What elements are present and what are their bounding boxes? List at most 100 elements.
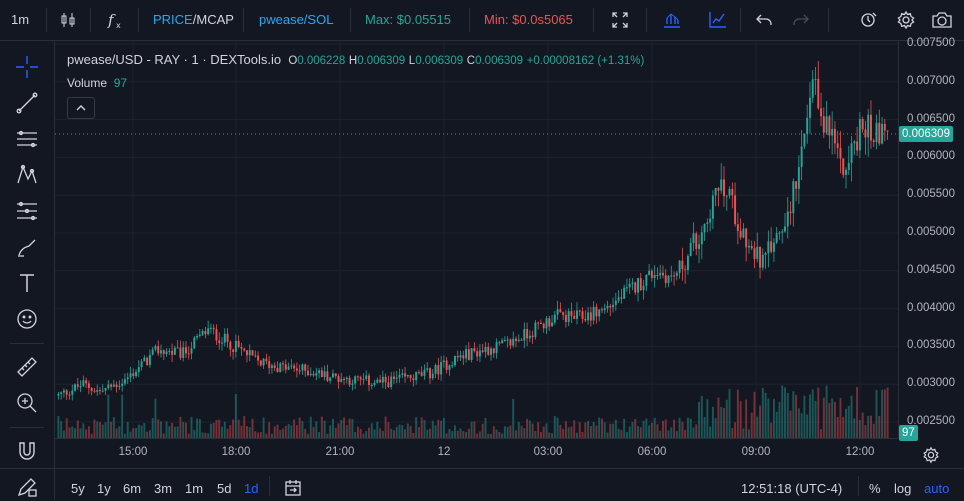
zoom-icon[interactable] <box>13 389 41 417</box>
time-axis[interactable]: 15:00 18:00 21:00 12 03:00 06:00 09:00 12:00 <box>55 438 898 469</box>
open-label: O <box>288 55 298 67</box>
percent-toggle[interactable]: % <box>869 481 881 496</box>
candle-body <box>193 337 196 349</box>
range-6m[interactable]: 6m <box>123 481 142 496</box>
volume-bar <box>667 430 670 438</box>
volume-bar <box>820 429 823 438</box>
candle-body <box>515 338 517 341</box>
volume-bar <box>365 431 368 438</box>
pair-toggle[interactable]: pwease/SOL <box>259 12 334 27</box>
volume-bar <box>775 411 778 438</box>
candle-body <box>143 357 146 362</box>
volume-bar <box>384 416 387 438</box>
clock[interactable]: 12:51:18 (UTC-4) <box>741 481 843 496</box>
fib-retracement-icon[interactable] <box>13 197 41 225</box>
volume-bar <box>664 419 667 438</box>
redo-icon[interactable] <box>789 8 813 32</box>
current-volume-tag: 97 <box>899 425 918 441</box>
candle-body <box>171 350 174 355</box>
candle-body <box>567 311 570 322</box>
candle-body <box>714 188 717 196</box>
volume-bar <box>373 429 376 438</box>
pattern-icon[interactable] <box>13 161 41 189</box>
text-icon[interactable] <box>13 269 41 297</box>
chart-settings-icon[interactable] <box>919 443 943 467</box>
volume-bar <box>581 432 584 438</box>
volume-bar <box>123 433 126 438</box>
pencil-lock-icon[interactable] <box>13 473 41 501</box>
candle-body <box>858 119 861 151</box>
candle-body <box>731 188 734 196</box>
candle-body <box>811 79 814 98</box>
volume-bar <box>723 408 725 438</box>
candle-body <box>370 384 373 386</box>
magnet-icon[interactable] <box>13 437 41 465</box>
range-5d[interactable]: 5d <box>217 481 232 496</box>
range-1y[interactable]: 1y <box>97 481 111 496</box>
undo-icon[interactable] <box>752 8 776 32</box>
date-range-icon[interactable] <box>281 476 305 500</box>
candles-icon[interactable] <box>56 8 80 32</box>
camera-icon[interactable] <box>930 8 954 32</box>
interval-selector[interactable]: 1m <box>11 12 30 27</box>
candle-body <box>662 272 664 276</box>
alert-icon[interactable] <box>857 8 881 32</box>
candle-body <box>417 372 420 374</box>
volume-bar <box>176 426 179 438</box>
volume-bar <box>404 429 407 438</box>
candle-body <box>753 248 756 259</box>
trend-line-icon[interactable] <box>13 89 41 117</box>
emoji-icon[interactable] <box>13 305 41 333</box>
candle-body <box>800 146 803 168</box>
candle-body <box>772 242 775 252</box>
fullscreen-icon[interactable] <box>608 8 632 32</box>
candle-body <box>112 384 115 387</box>
candle-body <box>481 350 484 352</box>
volume-bar <box>115 428 118 438</box>
bar-chart-icon[interactable] <box>660 8 684 32</box>
candle-body <box>320 370 323 378</box>
price-axis[interactable]: 0.007500 0.007000 0.006500 0.006000 0.005500… <box>898 37 964 438</box>
candle-body <box>359 377 362 380</box>
candle-body <box>825 116 828 133</box>
volume-bar <box>498 432 501 438</box>
auto-toggle[interactable]: auto <box>924 481 950 496</box>
candle-body <box>786 211 789 227</box>
collapse-legend-button[interactable] <box>67 97 95 119</box>
ruler-icon[interactable] <box>13 353 41 381</box>
volume-label: Volume <box>67 76 108 90</box>
horizontal-lines-icon[interactable] <box>13 125 41 153</box>
volume-bar <box>71 426 74 438</box>
volume-bar <box>154 398 157 438</box>
volume-bar <box>473 421 476 438</box>
candle-body <box>875 122 878 143</box>
range-1d[interactable]: 1d <box>244 481 259 496</box>
volume-bar <box>756 416 759 438</box>
brush-icon[interactable] <box>13 233 41 261</box>
crosshair-icon[interactable] <box>13 53 41 81</box>
range-5y[interactable]: 5y <box>71 481 85 496</box>
volume-bar <box>143 423 146 438</box>
candle-body <box>215 329 218 341</box>
close-label: C <box>466 55 476 67</box>
candle-body <box>218 340 221 344</box>
volume-bar <box>570 426 573 438</box>
candle-body <box>650 270 653 278</box>
time-tick-label: 21:00 <box>325 446 355 458</box>
volume-bar <box>268 422 271 438</box>
settings-icon[interactable] <box>894 8 918 32</box>
log-toggle[interactable]: log <box>894 481 912 496</box>
candle-body <box>229 341 232 350</box>
price-chart[interactable] <box>55 41 898 438</box>
volume-bar <box>875 390 878 438</box>
volume-bar <box>617 428 620 438</box>
volume-bar <box>196 418 199 438</box>
volume-bar <box>417 427 420 438</box>
price-mcap-toggle[interactable]: PRICE/MCAP <box>153 12 234 27</box>
range-3m[interactable]: 3m <box>154 481 173 496</box>
compare-icon[interactable] <box>706 8 730 32</box>
candle-body <box>448 365 451 370</box>
range-1m[interactable]: 1m <box>185 481 204 496</box>
volume-bar <box>739 401 742 438</box>
